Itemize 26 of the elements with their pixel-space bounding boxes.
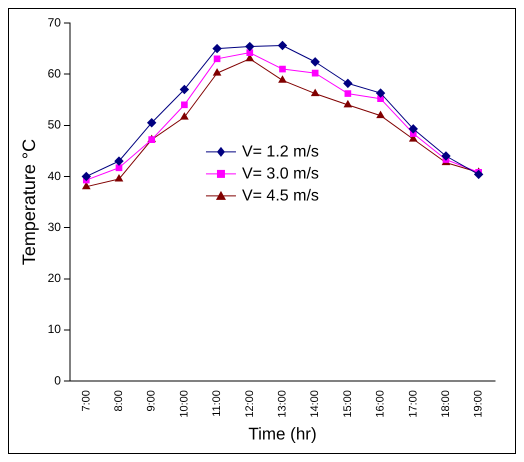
x-tick-label: 19:00 (472, 390, 485, 418)
x-tick-label: 11:00 (211, 390, 224, 417)
x-tick-label: 18:00 (440, 390, 452, 418)
x-tick-label: 8:00 (113, 390, 126, 412)
x-axis-title: Time (hr) (248, 424, 317, 444)
y-tick-label: 70 (48, 15, 62, 30)
y-tick-label: 60 (48, 66, 62, 80)
y-tick-label: 20 (48, 271, 62, 286)
legend-label: V= 3.0 m/s (242, 165, 319, 182)
x-tick-label: 7:00 (80, 390, 92, 412)
x-tick-label: 10:00 (178, 390, 190, 418)
y-tick-label: 0 (54, 373, 62, 388)
x-tick-label: 13:00 (276, 390, 289, 418)
legend-label: V= 4.5 m/s (242, 187, 319, 204)
x-tick-label: 17:00 (407, 390, 420, 418)
x-tick-label: 14:00 (309, 390, 322, 418)
y-tick-label: 10 (48, 322, 62, 336)
y-tick-label: 50 (48, 118, 62, 132)
x-tick-label: 15:00 (342, 390, 354, 418)
y-tick-label: 40 (48, 168, 62, 183)
y-tick-label: 30 (48, 220, 62, 234)
x-tick-label: 9:00 (146, 390, 158, 412)
x-tick-label: 16:00 (374, 390, 387, 418)
y-axis-title: Temperature °C (18, 138, 39, 266)
x-tick-label: 12:00 (244, 390, 256, 418)
legend-label: V= 1.2 m/s (242, 143, 319, 160)
